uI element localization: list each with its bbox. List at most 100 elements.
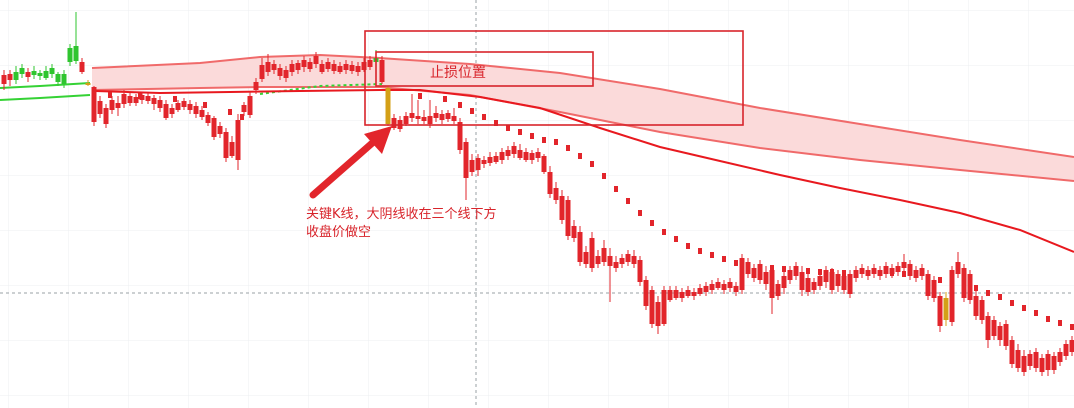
candle [61, 70, 67, 88]
candle-body [241, 105, 247, 112]
candle-body [601, 248, 607, 262]
candle-body [253, 82, 259, 90]
candle-body [121, 94, 127, 104]
candle-body [337, 66, 343, 72]
candle-body [835, 274, 841, 286]
candle-body [841, 276, 847, 290]
candle-body [871, 268, 877, 274]
candle [493, 152, 499, 164]
candle [391, 114, 397, 130]
stop-zone-inner-box [375, 51, 594, 87]
candle-body [25, 72, 31, 77]
candle [1057, 348, 1063, 366]
candle-body [691, 292, 697, 296]
candle-body [115, 103, 121, 108]
candle [1033, 348, 1039, 372]
candle [25, 68, 31, 82]
candle-body [541, 156, 547, 172]
candle-body [43, 71, 49, 78]
candle-body [877, 270, 883, 276]
candle [67, 44, 73, 66]
annotation-arrow-shaft [309, 134, 382, 199]
candle-body [751, 268, 757, 278]
candle [895, 262, 901, 276]
candle-body [385, 88, 391, 124]
candle [613, 256, 619, 272]
candle [655, 296, 661, 334]
candle [745, 258, 751, 278]
candle-body [193, 106, 199, 114]
stop-dot [542, 137, 546, 143]
candle-body [625, 254, 631, 262]
candle [697, 284, 703, 296]
candle [667, 286, 673, 302]
candle-body [475, 158, 481, 170]
candle [673, 286, 679, 300]
candle-body [265, 62, 271, 72]
candle [331, 60, 337, 74]
stop-dot [686, 243, 690, 249]
candle-body [979, 300, 985, 320]
candle [805, 274, 811, 296]
candle [457, 118, 463, 154]
stop-dot [506, 125, 510, 131]
candle-body [79, 62, 85, 72]
candle [421, 110, 427, 124]
candle-body [529, 153, 535, 160]
candle [151, 95, 157, 110]
candle [973, 290, 979, 320]
candle-body [49, 68, 55, 74]
stop-dot [443, 96, 447, 102]
candle-body [13, 72, 19, 80]
candle [1003, 320, 1009, 350]
candle [85, 80, 91, 86]
candle [355, 62, 361, 76]
candle-body [277, 68, 283, 76]
green-band-upper-line [0, 82, 91, 89]
candle [337, 62, 343, 74]
candle-body [811, 282, 817, 290]
candle-body [535, 152, 541, 158]
candle [601, 240, 607, 266]
candle [289, 60, 295, 76]
candle [691, 288, 697, 300]
candle [133, 94, 139, 106]
candle [499, 148, 505, 164]
candle-body [127, 96, 133, 103]
candle [625, 250, 631, 266]
candle [277, 64, 283, 80]
candle [307, 58, 313, 72]
candle [367, 56, 373, 70]
candle [97, 96, 103, 118]
candle-body [1003, 324, 1009, 346]
candle-body [859, 268, 865, 274]
candle-body [145, 96, 151, 101]
candle-body [19, 68, 25, 74]
candle [109, 96, 115, 114]
candle-body [313, 56, 319, 64]
candle [301, 56, 307, 72]
candle [343, 60, 349, 74]
candle [49, 64, 55, 78]
candle-body [247, 96, 253, 115]
candle [1063, 340, 1069, 360]
stop-dot [1070, 324, 1074, 330]
candle-body [853, 270, 859, 278]
candle-body [493, 156, 499, 162]
candle [19, 64, 25, 78]
candle [487, 152, 493, 166]
candle [1015, 344, 1021, 372]
candle-body [895, 266, 901, 272]
candle [949, 266, 955, 326]
candle-body [349, 65, 355, 71]
candle [247, 92, 253, 118]
candle-body [295, 63, 301, 70]
candle-body [607, 256, 613, 266]
candle-body [913, 270, 919, 278]
candle-body [229, 142, 235, 156]
candle [229, 136, 235, 158]
candle-body [415, 116, 421, 119]
candle-body [457, 122, 463, 150]
annotation-arrow-head [364, 126, 392, 154]
